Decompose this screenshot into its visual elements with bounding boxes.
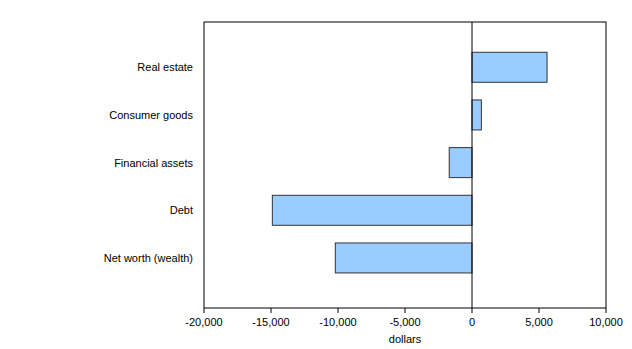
bar (449, 148, 472, 178)
category-label: Financial assets (114, 157, 193, 169)
zero-line (472, 22, 473, 308)
bar (472, 52, 547, 82)
tick-label: -10,000 (319, 316, 356, 328)
chart: -20,000 -15,000 -10,000 -5,000 0 5,000 10,000 R… (0, 0, 632, 349)
category-label: Real estate (137, 61, 193, 73)
bar (472, 100, 481, 130)
axis-label: dollars (389, 333, 422, 345)
tick-mark (606, 308, 607, 313)
tick-label: 5,000 (525, 316, 553, 328)
tick-label: -15,000 (252, 316, 289, 328)
tick-label: 0 (469, 316, 475, 328)
tick-mark (539, 308, 540, 313)
tick-mark (472, 308, 473, 313)
tick-label: -5,000 (389, 316, 420, 328)
tick-mark (271, 308, 272, 313)
category-label: Debt (170, 204, 193, 216)
tick-label: -20,000 (185, 316, 222, 328)
tick-label: 10,000 (589, 316, 623, 328)
tick-mark (204, 308, 205, 313)
bar (272, 195, 472, 225)
category-label: Consumer goods (109, 109, 193, 121)
category-label: Net worth (wealth) (104, 252, 193, 264)
bars (272, 52, 547, 273)
tick-mark (338, 308, 339, 313)
bar (335, 243, 472, 273)
tick-mark (405, 308, 406, 313)
plot-frame (204, 22, 606, 308)
